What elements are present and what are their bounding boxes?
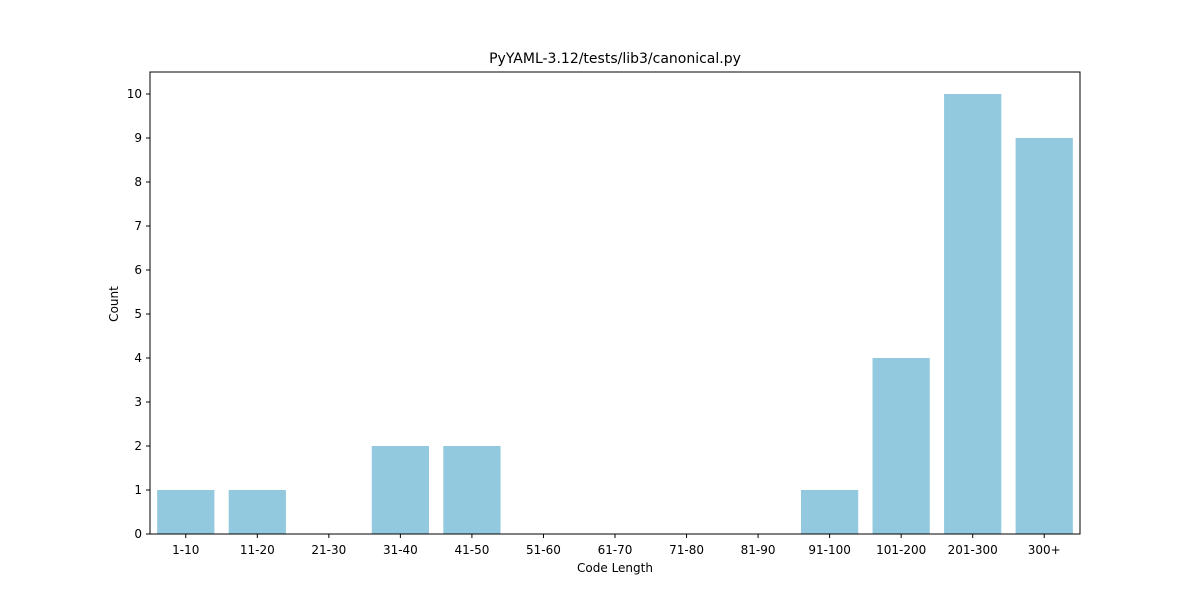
bar-31-40	[372, 446, 429, 534]
x-tick-label: 201-300	[948, 543, 998, 557]
y-axis-label: Count	[107, 286, 121, 322]
y-tick-label: 8	[134, 175, 142, 189]
y-tick-label: 4	[134, 351, 142, 365]
x-tick-label: 71-80	[669, 543, 704, 557]
y-tick-label: 7	[134, 219, 142, 233]
x-tick-label: 300+	[1028, 543, 1061, 557]
bar-300+	[1016, 138, 1073, 534]
bar-1-10	[157, 490, 214, 534]
y-tick-label: 0	[134, 527, 142, 541]
y-tick-label: 10	[127, 87, 142, 101]
y-tick-label: 3	[134, 395, 142, 409]
y-axis-ticks: 0 1 2 3 4 5 6 7 8 9 10	[127, 87, 150, 541]
bar-41-50	[443, 446, 500, 534]
bar-91-100	[801, 490, 858, 534]
x-tick-label: 101-200	[876, 543, 926, 557]
x-tick-label: 21-30	[311, 543, 346, 557]
chart-title: PyYAML-3.12/tests/lib3/canonical.py	[489, 51, 741, 67]
bars-group	[157, 94, 1073, 534]
x-tick-label: 91-100	[808, 543, 851, 557]
x-axis-label: Code Length	[577, 561, 653, 575]
bar-201-300	[944, 94, 1001, 534]
y-tick-label: 9	[134, 131, 142, 145]
y-tick-label: 2	[134, 439, 142, 453]
y-tick-label: 5	[134, 307, 142, 321]
x-tick-label: 81-90	[741, 543, 776, 557]
x-tick-label: 11-20	[240, 543, 275, 557]
x-tick-label: 51-60	[526, 543, 561, 557]
plot-frame	[150, 72, 1080, 534]
x-tick-label: 1-10	[172, 543, 199, 557]
bar-11-20	[229, 490, 286, 534]
x-tick-label: 31-40	[383, 543, 418, 557]
y-tick-label: 6	[134, 263, 142, 277]
bar-101-200	[873, 358, 930, 534]
x-axis-ticks: 1-10 11-20 21-30 31-40 41-50 51-60 61-70 71-80 8…	[172, 534, 1061, 557]
y-tick-label: 1	[134, 483, 142, 497]
x-tick-label: 61-70	[598, 543, 633, 557]
x-tick-label: 41-50	[454, 543, 489, 557]
